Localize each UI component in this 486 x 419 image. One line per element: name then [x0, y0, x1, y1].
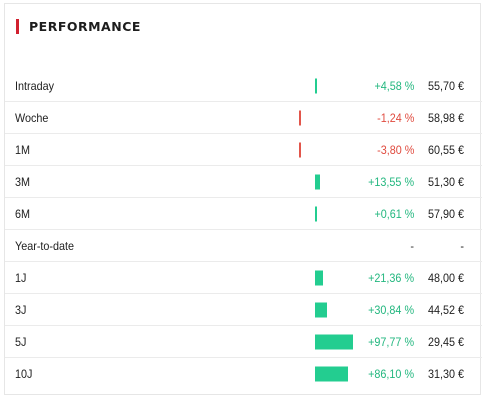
change-percent: +97,77 %: [368, 335, 414, 349]
change-percent: +13,55 %: [368, 175, 414, 189]
performance-row: 3J +30,84 % 44,52 €: [5, 294, 482, 326]
period-label: Woche: [15, 111, 49, 125]
period-label: 1M: [15, 143, 31, 157]
period-label: 3M: [15, 175, 31, 189]
performance-bar: [315, 366, 348, 382]
price-value: 60,55 €: [427, 143, 464, 157]
performance-row: 1M -3,80 % 60,55 €: [5, 134, 482, 166]
performance-row: 1J +21,36 % 48,00 €: [5, 262, 482, 294]
period-label: 5J: [15, 335, 27, 349]
period-label: 10J: [15, 367, 33, 381]
performance-row: Year-to-date - -: [5, 230, 482, 262]
card-title: PERFORMANCE: [29, 18, 141, 34]
price-value: 58,98 €: [427, 111, 464, 125]
change-percent: +30,84 %: [368, 303, 414, 317]
performance-bar: [315, 334, 353, 349]
price-value: 48,00 €: [427, 271, 464, 285]
period-label: Intraday: [15, 79, 55, 93]
change-percent: +4,58 %: [374, 79, 414, 93]
price-value: 55,70 €: [427, 79, 464, 93]
performance-bar: [299, 110, 301, 125]
performance-table: Intraday +4,58 % 55,70 € Woche -1,24 % 5…: [5, 70, 482, 390]
change-percent: -1,24 %: [376, 111, 414, 125]
price-value: 51,30 €: [427, 175, 464, 189]
performance-row: 5J +97,77 % 29,45 €: [5, 326, 482, 358]
change-percent: +21,36 %: [368, 271, 414, 285]
price-value: 29,45 €: [427, 335, 464, 349]
performance-row: Intraday +4,58 % 55,70 €: [5, 70, 482, 102]
period-label: Year-to-date: [15, 239, 75, 253]
performance-bar: [315, 270, 323, 285]
period-label: 6M: [15, 207, 31, 221]
performance-row: 3M +13,55 % 51,30 €: [5, 166, 482, 198]
performance-row: Woche -1,24 % 58,98 €: [5, 102, 482, 134]
change-percent: -: [410, 239, 414, 253]
price-value: -: [460, 239, 464, 253]
period-label: 3J: [15, 303, 27, 317]
change-percent: +0,61 %: [374, 207, 414, 221]
change-percent: -3,80 %: [376, 143, 414, 157]
price-value: 57,90 €: [427, 207, 464, 221]
performance-bar: [299, 142, 301, 157]
period-label: 1J: [15, 271, 27, 285]
performance-bar: [315, 302, 327, 317]
card-header: PERFORMANCE: [16, 18, 141, 34]
accent-bar: [16, 18, 19, 34]
price-value: 31,30 €: [427, 367, 464, 381]
performance-bar: [315, 78, 317, 93]
change-percent: +86,10 %: [368, 367, 414, 381]
performance-row: 6M +0,61 % 57,90 €: [5, 198, 482, 230]
performance-bar: [315, 174, 320, 189]
performance-card: PERFORMANCE Intraday +4,58 % 55,70 € Woc…: [4, 3, 482, 395]
performance-bar: [315, 206, 317, 221]
performance-row: 10J +86,10 % 31,30 €: [5, 358, 482, 390]
price-value: 44,52 €: [427, 303, 464, 317]
